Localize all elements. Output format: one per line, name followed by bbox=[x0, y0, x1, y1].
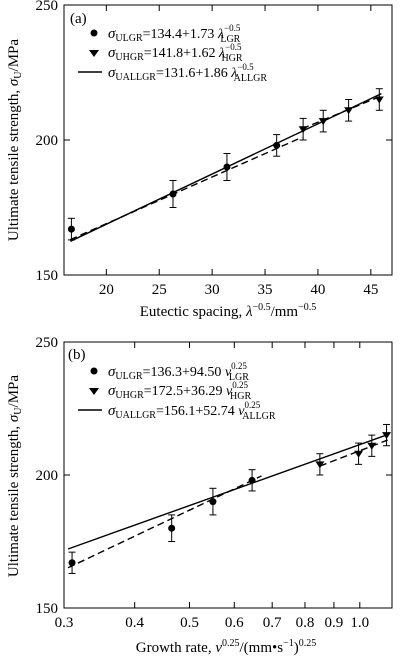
data-point-triangle bbox=[354, 450, 364, 458]
x-tick-label: 0.5 bbox=[180, 615, 199, 631]
legend-a: σULGR=134.4+1.73 λ−0.5 LGR σUHGR=141.8+1.… bbox=[78, 23, 267, 84]
legend-marker-circle-a bbox=[90, 29, 98, 37]
legend-marker-circle-b bbox=[90, 367, 98, 375]
fit-lines-b bbox=[67, 433, 388, 569]
x-tick-label: 1.0 bbox=[350, 615, 369, 631]
legend-marker-triangle-b bbox=[89, 388, 99, 395]
data-point-circle bbox=[223, 163, 231, 171]
data-points-a bbox=[67, 88, 384, 241]
data-point-triangle bbox=[298, 126, 308, 134]
x-axis-label-b: Growth rate, v0.25/(mm•s−1)0.25 bbox=[136, 638, 316, 656]
data-point-triangle bbox=[344, 107, 354, 115]
panel-b: 0.3 0.4 0.5 0.6 0.7 0.8 0.9 1.0 150 200 250 (b) σU… bbox=[6, 335, 393, 656]
data-points-b bbox=[68, 423, 392, 574]
legend-entry-a-2: σUALLGR=131.6+1.86 λ−0.5 ALLGR bbox=[108, 62, 267, 84]
data-point-triangle bbox=[315, 461, 325, 469]
data-point-circle bbox=[168, 524, 176, 532]
y-axis-label-b: Ultimate tensile strength, σU/MPa bbox=[6, 375, 24, 577]
x-tick-label: 40 bbox=[310, 282, 325, 298]
data-point-circle bbox=[273, 141, 281, 149]
fit-line-dashed bbox=[70, 136, 303, 241]
fit-line-dashed bbox=[301, 95, 382, 130]
legend-b: σULGR=136.3+94.50 v0.25 LGR σUHGR=172.5+3… bbox=[78, 361, 276, 422]
data-point-triangle bbox=[318, 118, 328, 126]
data-point-circle bbox=[169, 190, 177, 198]
legend-entry-b-2: σUALLGR=156.1+52.74 v0.25 ALLGR bbox=[108, 400, 276, 422]
data-point-triangle bbox=[382, 432, 392, 440]
legend-entry-b-0: σULGR=136.3+94.50 v0.25 LGR bbox=[108, 361, 249, 383]
legend-marker-triangle-a bbox=[89, 50, 99, 57]
data-point-triangle bbox=[374, 96, 384, 104]
x-tick-label: 0.9 bbox=[325, 615, 344, 631]
x-tick-label: 0.3 bbox=[55, 615, 74, 631]
panel-label-b: (b) bbox=[68, 347, 86, 363]
x-tick-label: 30 bbox=[205, 282, 220, 298]
legend-entry-a-1: σUHGR=141.8+1.62 λ−0.5 HGR bbox=[108, 42, 243, 64]
data-point-circle bbox=[67, 225, 75, 233]
x-tick-label: 35 bbox=[258, 282, 273, 298]
x-tick-label: 45 bbox=[363, 282, 378, 298]
data-point-triangle bbox=[367, 442, 377, 450]
y-tick-label: 200 bbox=[36, 133, 59, 149]
data-point-circle bbox=[209, 498, 217, 506]
y-tick-label: 150 bbox=[36, 268, 59, 284]
axis-ticks-a: 20 25 30 35 40 45 150 200 250 bbox=[36, 0, 392, 298]
x-tick-label: 0.8 bbox=[296, 615, 315, 631]
fit-line-solid bbox=[67, 433, 388, 550]
data-point-circle bbox=[68, 559, 76, 567]
panel-a: 20 25 30 35 40 45 150 200 250 (a) σULGR=134.4+1.… bbox=[6, 0, 393, 320]
x-tick-label: 0.6 bbox=[225, 615, 244, 631]
data-point-circle bbox=[248, 476, 256, 484]
x-tick-label: 25 bbox=[152, 282, 167, 298]
x-tick-label: 20 bbox=[99, 282, 114, 298]
legend-entry-b-1: σUHGR=172.5+36.29 v0.25 HGR bbox=[108, 380, 251, 402]
y-axis-label-a: Ultimate tensile strength, σU/MPa bbox=[6, 39, 24, 241]
y-tick-label: 200 bbox=[36, 468, 59, 484]
x-tick-label: 0.7 bbox=[263, 615, 282, 631]
fit-line-dashed bbox=[319, 439, 388, 467]
x-tick-label: 0.4 bbox=[125, 615, 144, 631]
legend-entry-a-0: σULGR=134.4+1.73 λ−0.5 LGR bbox=[108, 23, 241, 45]
y-tick-label: 150 bbox=[36, 601, 59, 617]
x-axis-label-a: Eutectic spacing, λ−0.5/mm−0.5 bbox=[140, 302, 317, 320]
y-tick-label: 250 bbox=[36, 335, 59, 351]
panel-label-a: (a) bbox=[70, 11, 87, 27]
axis-ticks-b: 0.3 0.4 0.5 0.6 0.7 0.8 0.9 1.0 150 200 250 bbox=[36, 335, 392, 631]
y-tick-label: 250 bbox=[36, 0, 59, 14]
